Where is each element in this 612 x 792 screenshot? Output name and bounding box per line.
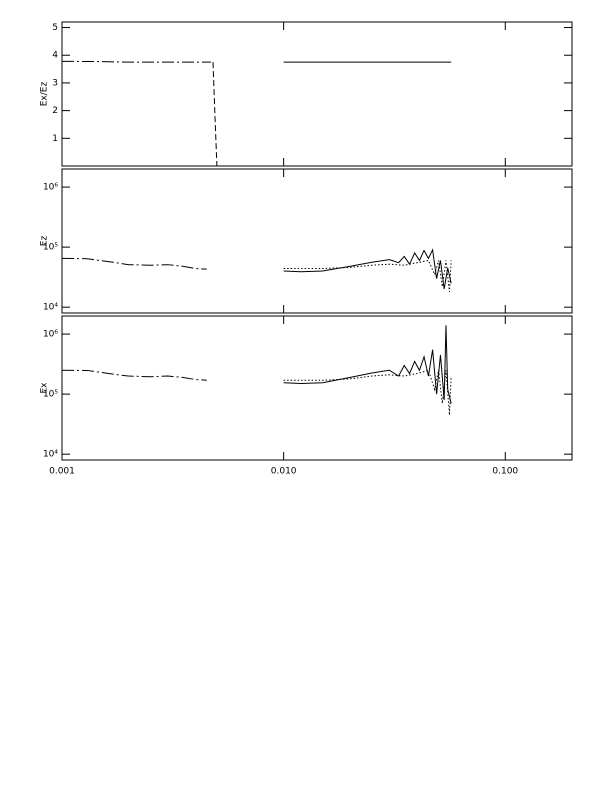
x-tick-label: 0.010 (271, 467, 297, 477)
y-tick-label: 5 (52, 23, 58, 33)
data-line (212, 62, 218, 167)
data-line (61, 257, 207, 270)
data-line (283, 369, 452, 415)
y-tick-label: 3 (52, 78, 58, 88)
y-tick-label: 10⁵ (43, 390, 58, 400)
data-line (61, 60, 211, 63)
y-axis-label: Ex/Ez (40, 82, 50, 107)
y-tick-label: 1 (52, 134, 58, 144)
plot-frame (61, 168, 573, 314)
data-line (283, 248, 452, 290)
y-tick-label: 10⁶ (43, 183, 58, 193)
data-line (61, 369, 207, 381)
data-line (283, 259, 452, 292)
y-tick-label: 4 (52, 51, 58, 61)
y-tick-label: 10⁶ (43, 330, 58, 340)
y-tick-label: 10⁵ (43, 243, 58, 253)
x-tick-label: 0.001 (49, 467, 75, 477)
data-line (283, 325, 452, 404)
x-tick-label: 0.100 (492, 467, 518, 477)
y-tick-label: 10⁴ (43, 303, 58, 313)
y-tick-label: 2 (52, 106, 58, 116)
plot-frame (61, 315, 573, 461)
y-axis-label: Ex (40, 382, 50, 394)
y-tick-label: 10⁴ (43, 450, 58, 460)
y-axis-label: Ez (40, 236, 50, 247)
plot-frame (61, 21, 573, 167)
